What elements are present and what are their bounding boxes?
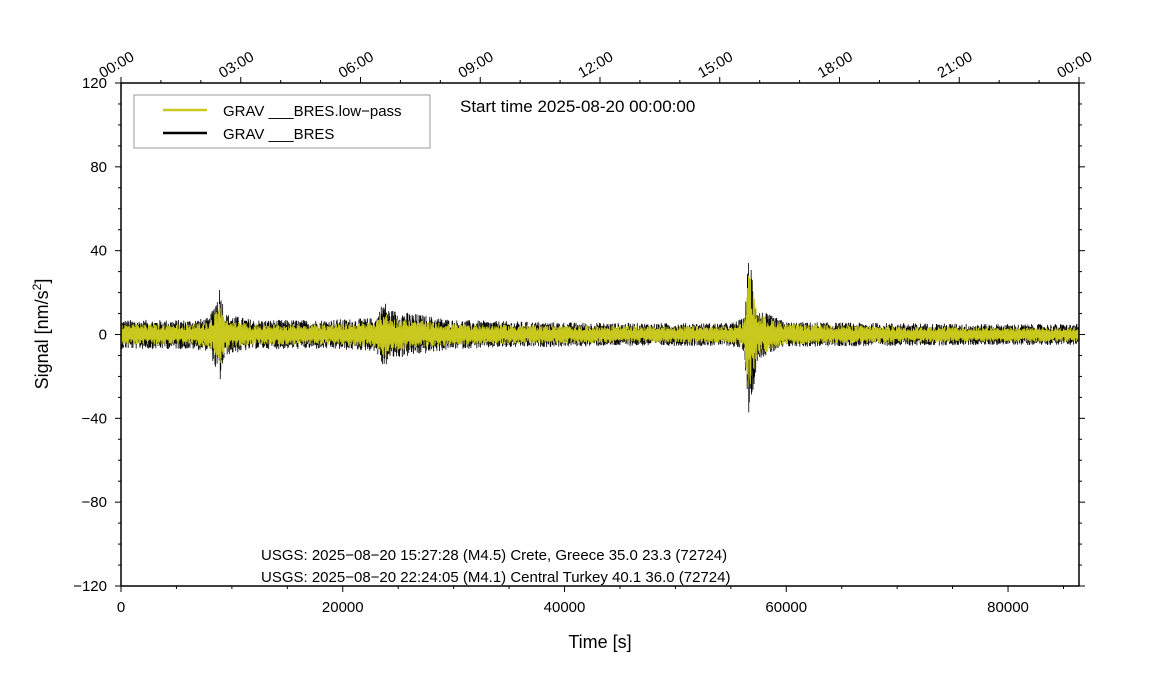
start-time-label: Start time 2025-08-20 00:00:00 bbox=[460, 97, 695, 116]
y-tick-label: −120 bbox=[73, 578, 107, 595]
y-tick-label: −80 bbox=[82, 494, 107, 511]
top-time-label: 09:00 bbox=[455, 48, 496, 81]
event-annotation-2: USGS: 2025−08−20 22:24:05 (M4.1) Central… bbox=[261, 569, 730, 586]
traces bbox=[121, 262, 1079, 413]
x-axis: 0 20000 40000 60000 80000 bbox=[117, 586, 1064, 616]
top-time-label: 06:00 bbox=[336, 48, 377, 81]
plot-frame bbox=[120, 82, 1080, 587]
x-axis-title: Time [s] bbox=[568, 632, 631, 652]
x-tick-label: 0 bbox=[117, 599, 125, 616]
top-time-label: 03:00 bbox=[216, 48, 257, 81]
trace-raw bbox=[121, 262, 1079, 413]
y-tick-label: −40 bbox=[82, 410, 107, 427]
x-tick-label: 20000 bbox=[322, 599, 364, 616]
event-annotation-1: USGS: 2025−08−20 15:27:28 (M4.5) Crete, … bbox=[261, 547, 727, 564]
x-tick-label: 80000 bbox=[987, 599, 1029, 616]
legend: GRAV ___BRES.low−pass GRAV ___BRES bbox=[133, 94, 431, 149]
top-time-label: 21:00 bbox=[934, 48, 975, 81]
top-time-label: 12:00 bbox=[575, 48, 616, 81]
top-time-axis: 00:00 03:00 06:00 09:00 12:00 15:00 18:00 21:00… bbox=[96, 48, 1095, 83]
x-tick-label: 40000 bbox=[544, 599, 586, 616]
y-tick-label: 120 bbox=[82, 75, 107, 92]
x-tick-label: 60000 bbox=[765, 599, 807, 616]
top-time-label: 00:00 bbox=[1054, 48, 1095, 81]
top-time-label: 18:00 bbox=[815, 48, 856, 81]
y-tick-label: 40 bbox=[90, 243, 107, 260]
top-time-label: 15:00 bbox=[695, 48, 736, 81]
legend-box bbox=[133, 94, 431, 149]
y-axis: −120 −80 −40 0 40 80 120 bbox=[73, 75, 1085, 595]
y-tick-label: 80 bbox=[90, 159, 107, 176]
legend-label-raw: GRAV ___BRES bbox=[223, 126, 334, 143]
trace-low-pass bbox=[121, 275, 1079, 387]
legend-label-low-pass: GRAV ___BRES.low−pass bbox=[223, 103, 402, 120]
y-tick-label: 0 bbox=[99, 327, 107, 344]
y-axis-title: Signal [nm/s2] bbox=[30, 279, 52, 390]
